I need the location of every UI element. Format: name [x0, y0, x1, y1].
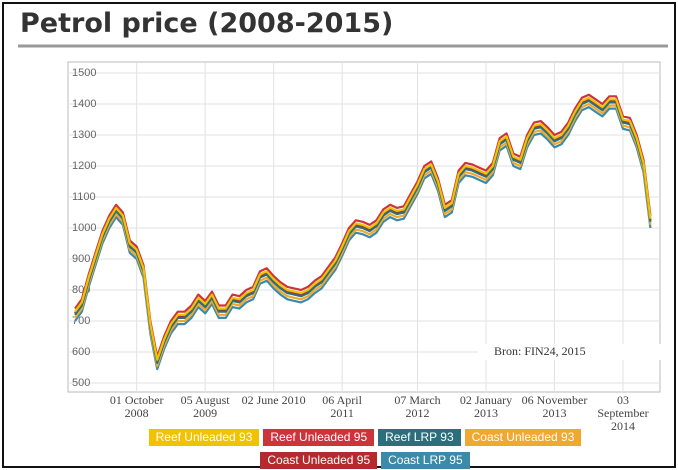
- x-tick-label: 05 August 2009: [180, 393, 230, 420]
- legend-item: Reef Unleaded 95: [263, 429, 375, 446]
- series-line: [74, 93, 652, 358]
- plot-border: [67, 61, 661, 393]
- y-tick-label: 600: [72, 346, 90, 358]
- series-line: [74, 106, 652, 371]
- x-tick-label: 06 November 2013: [521, 393, 588, 420]
- x-tick-label: 07 March 2012: [394, 393, 441, 420]
- y-tick-label: 1100: [72, 191, 96, 203]
- legend-item: Reef LRP 93: [378, 429, 461, 446]
- x-tick-label: 01 October 2008: [109, 393, 164, 420]
- series-line: [74, 99, 652, 364]
- y-tick-label: 500: [72, 377, 90, 389]
- y-tick-label: 1000: [72, 222, 96, 234]
- y-tick-label: 1400: [72, 98, 96, 110]
- legend-item: Coast LRP 95: [381, 452, 470, 469]
- y-tick-label: 900: [72, 253, 90, 265]
- series-line: [74, 96, 652, 361]
- chart-title: Petrol price (2008-2015): [20, 8, 394, 39]
- legend-item: Coast Unleaded 95: [260, 452, 378, 469]
- x-tick-label: 06 April 2011: [322, 393, 362, 420]
- y-tick-label: 1300: [72, 129, 96, 141]
- y-tick-label: 1200: [72, 160, 96, 172]
- series-line: [74, 102, 652, 367]
- x-tick-label: 02 June 2010: [241, 393, 306, 407]
- x-tick-label: 03 September 2014: [597, 393, 649, 433]
- x-tick-label: 02 January 2013: [459, 393, 513, 420]
- source: Bron: FIN24, 2015: [478, 344, 674, 360]
- legend-item: Coast Unleaded 93: [464, 429, 582, 446]
- legend: Reef Unleaded 93 Reef Unleaded 95 Reef LRP…: [100, 429, 630, 469]
- legend-item: Reef Unleaded 93: [148, 429, 260, 446]
- y-tick-label: 1500: [72, 67, 96, 79]
